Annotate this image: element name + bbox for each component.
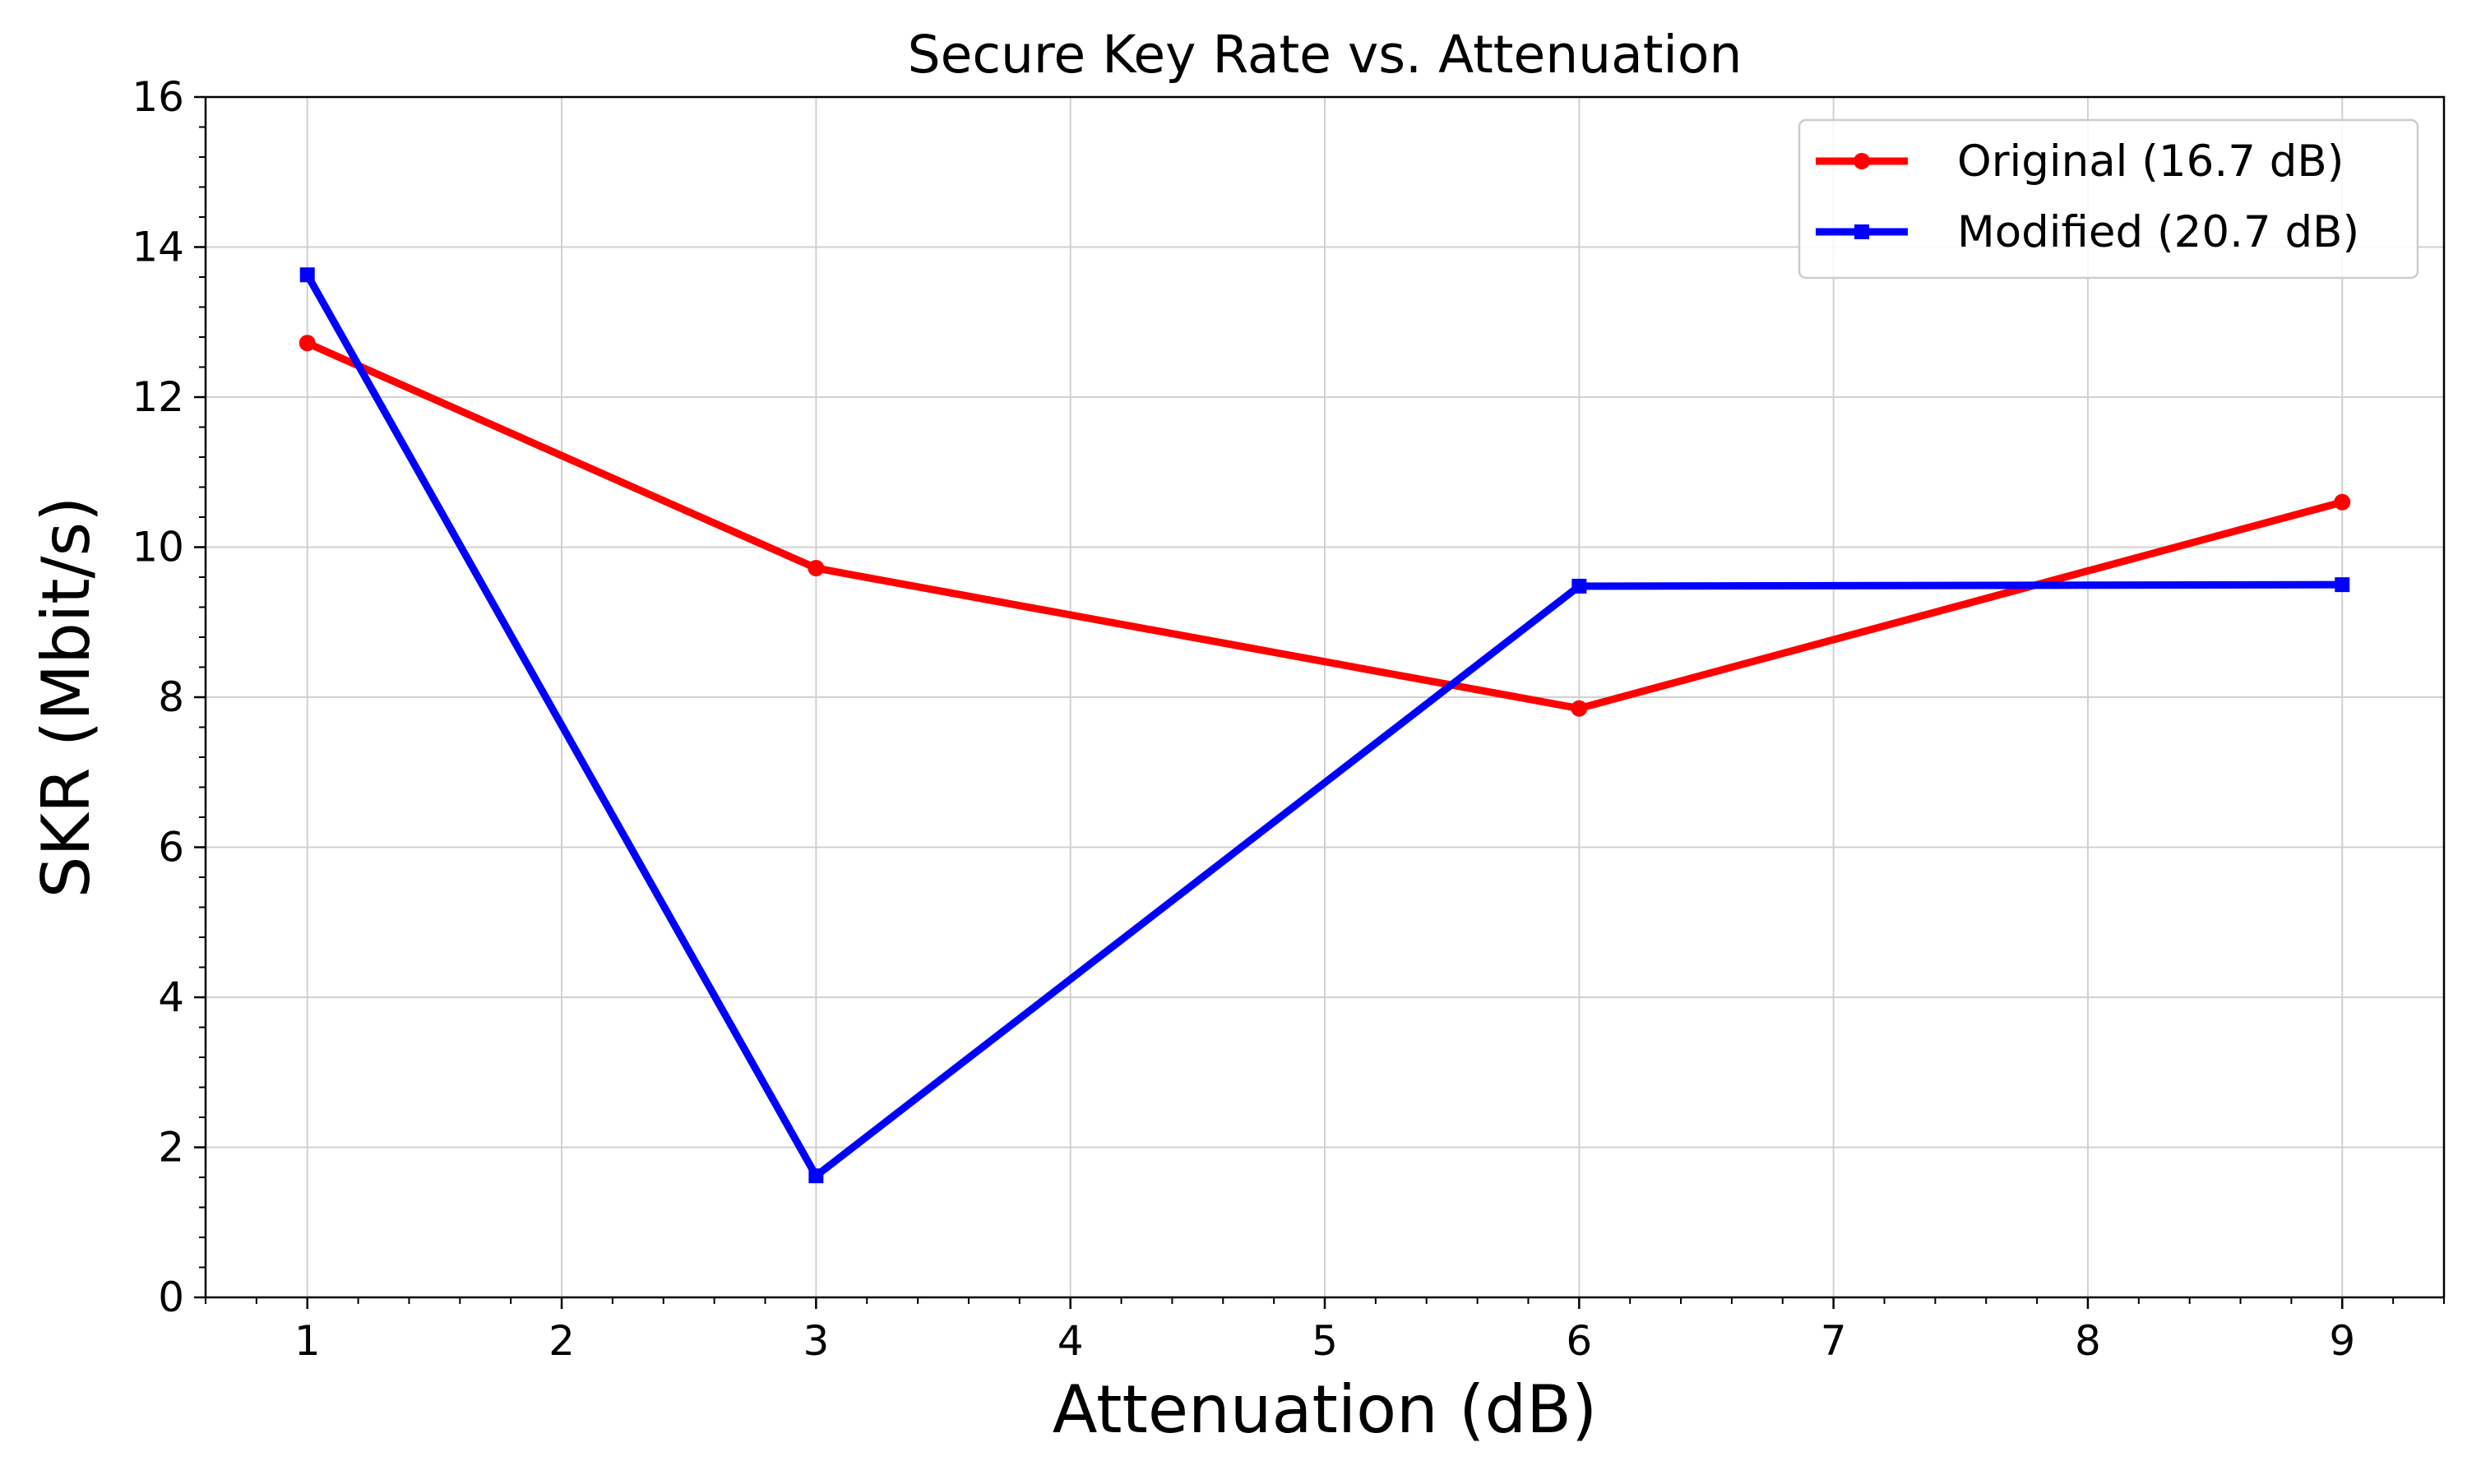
legend: Original (16.7 dB) Modified (20.7 dB) (1798, 118, 2419, 280)
legend-marker (1854, 224, 1869, 239)
y-tick-label: 10 (132, 524, 184, 571)
plot-frame (204, 95, 2446, 1299)
legend-marker (1854, 153, 1870, 169)
legend-label: Modified (20.7 dB) (1957, 207, 2359, 257)
data-point (299, 267, 315, 283)
minor-ticks (199, 126, 2445, 1304)
x-tick-label: 4 (1058, 1317, 1084, 1365)
x-axis-label: Attenuation (dB) (1053, 1371, 1597, 1448)
data-point (2334, 493, 2351, 511)
series-lines (299, 267, 2351, 1184)
y-tick-label: 2 (158, 1124, 184, 1172)
x-tick-label: 5 (1312, 1317, 1338, 1365)
legend-label: Original (16.7 dB) (1957, 136, 2344, 187)
data-point (808, 1168, 824, 1184)
y-tick-label: 12 (132, 373, 184, 421)
y-tick-label: 16 (132, 73, 184, 121)
data-point (1571, 578, 1587, 594)
x-tick-label: 2 (548, 1317, 575, 1365)
x-tick-label: 1 (294, 1317, 321, 1365)
x-tick-label: 8 (2075, 1317, 2101, 1365)
x-tick-label: 7 (1821, 1317, 1847, 1365)
series-line-1 (305, 340, 2344, 713)
y-tick-label: 4 (158, 973, 184, 1021)
x-tick-label: 9 (2329, 1317, 2355, 1365)
data-point (808, 560, 825, 577)
series-line-2 (303, 273, 2343, 1181)
chart-title: Secure Key Rate vs. Attenuation (908, 25, 1743, 85)
y-tick-label: 0 (158, 1274, 184, 1321)
legend-frame (1798, 118, 2419, 280)
x-tick-label: 3 (803, 1317, 829, 1365)
y-axis-label: SKR (Mbit/s) (28, 497, 104, 899)
data-point (299, 335, 316, 352)
data-point (1571, 700, 1588, 717)
y-tick-label: 14 (132, 224, 184, 271)
y-tick-label: 8 (158, 673, 184, 721)
y-tick-label: 6 (158, 824, 184, 871)
grid (206, 97, 2444, 1297)
data-point (2335, 577, 2350, 593)
x-tick-label: 6 (1566, 1317, 1592, 1365)
